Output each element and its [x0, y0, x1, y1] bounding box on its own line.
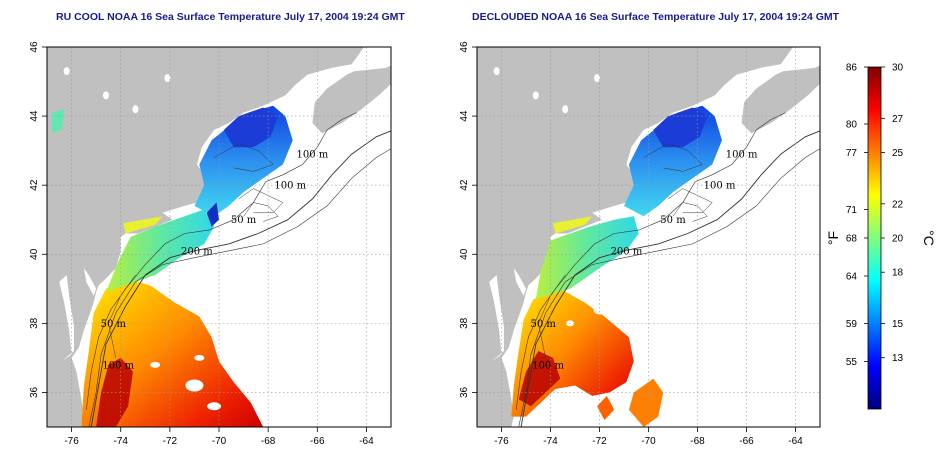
right-lon-tick-label: -66	[739, 436, 754, 447]
right-lat-tick-label: 40	[459, 248, 470, 260]
right-contour-label: 50 m	[660, 215, 686, 226]
fahrenheit-ticks: 86 80 77 71 68 64 59 55	[846, 63, 868, 368]
left-contour-label: 50 m	[101, 319, 127, 330]
left-contour-label: 100 m	[296, 150, 328, 161]
right-lon-tick-label: -68	[690, 436, 705, 447]
celsius-tick-label: 27	[892, 114, 904, 125]
right-axis-ticks: -76 -74 -72 -70 -68 -66 -64 36 38 40 42 44 46	[459, 41, 803, 447]
right-map-title: DECLOUDED NOAA 16 Sea Surface Temperatur…	[472, 11, 840, 23]
fahrenheit-tick-label: 64	[846, 272, 858, 283]
fahrenheit-tick-label: 77	[846, 148, 858, 159]
fahrenheit-tick-label: 80	[846, 120, 858, 131]
left-lon-tick-label: -72	[163, 436, 178, 447]
left-contour-label: 200 m	[181, 246, 213, 257]
left-lat-tick-label: 44	[29, 110, 40, 122]
celsius-tick-label: 18	[892, 268, 904, 279]
right-contour-label: 100 m	[532, 360, 564, 371]
left-contour-labels: 100 m 100 m 50 m 200 m 50 m 100 m	[101, 150, 329, 372]
right-lon-tick-label: -76	[494, 436, 509, 447]
left-lon-tick-label: -76	[64, 436, 79, 447]
left-axis-ticks: -76 -74 -72 -70 -68 -66 -64 36 38 40 42 44 46	[29, 41, 374, 447]
colorbar-gradient	[867, 66, 882, 410]
right-contour-label: 200 m	[611, 246, 643, 257]
celsius-ticks: 30 27 25 22 20 18 15 13	[881, 63, 904, 364]
right-contour-labels: 100 m 100 m 50 m 200 m 50 m 100 m	[530, 150, 758, 372]
celsius-tick-label: 25	[892, 148, 904, 159]
left-contour-label: 100 m	[102, 360, 134, 371]
fahrenheit-label: °F	[825, 231, 841, 245]
right-lon-tick-label: -72	[592, 436, 607, 447]
right-lat-tick-label: 44	[459, 110, 470, 122]
left-lat-tick-label: 40	[29, 248, 40, 260]
left-lat-tick-label: 38	[29, 317, 40, 329]
fahrenheit-tick-label: 68	[846, 234, 858, 245]
fahrenheit-tick-label: 55	[846, 357, 858, 368]
right-lon-tick-label: -74	[543, 436, 558, 447]
left-lon-tick-label: -74	[113, 436, 128, 447]
right-lat-tick-label: 42	[459, 179, 470, 191]
left-lat-tick-label: 36	[29, 386, 40, 398]
right-lat-tick-label: 36	[459, 386, 470, 398]
fahrenheit-tick-label: 71	[846, 205, 858, 216]
right-contour-label: 100 m	[704, 181, 736, 192]
left-lon-tick-label: -68	[261, 436, 276, 447]
celsius-tick-label: 30	[892, 63, 904, 74]
left-sst-field	[51, 105, 293, 427]
left-contour-label: 50 m	[231, 215, 257, 226]
celsius-tick-label: 22	[892, 199, 904, 210]
left-map-title: RU COOL NOAA 16 Sea Surface Temperature …	[56, 11, 405, 23]
right-lon-tick-label: -70	[641, 436, 656, 447]
left-lat-tick-label: 46	[29, 41, 40, 53]
right-grid	[477, 47, 820, 427]
right-lat-tick-label: 46	[459, 41, 470, 53]
temperature-colorbar: 86 80 77 71 68 64 59 55 30 27 25 22 20 18 15 13 °F °C	[825, 63, 937, 410]
left-lat-tick-label: 42	[29, 179, 40, 191]
right-contour-label: 50 m	[530, 319, 556, 330]
right-lat-tick-label: 38	[459, 317, 470, 329]
left-bathymetry-contours	[86, 112, 391, 427]
right-contour-label: 100 m	[726, 150, 758, 161]
left-grid	[47, 47, 391, 427]
right-lon-tick-label: -64	[788, 436, 803, 447]
left-lon-tick-label: -64	[359, 436, 374, 447]
celsius-tick-label: 13	[892, 353, 904, 364]
fahrenheit-tick-label: 59	[846, 319, 858, 330]
fahrenheit-tick-label: 86	[846, 63, 858, 74]
celsius-tick-label: 20	[892, 234, 904, 245]
celsius-label: °C	[921, 230, 937, 246]
celsius-tick-label: 15	[892, 319, 904, 330]
left-contour-label: 100 m	[274, 181, 306, 192]
left-lon-tick-label: -70	[212, 436, 227, 447]
left-lon-tick-label: -66	[310, 436, 325, 447]
